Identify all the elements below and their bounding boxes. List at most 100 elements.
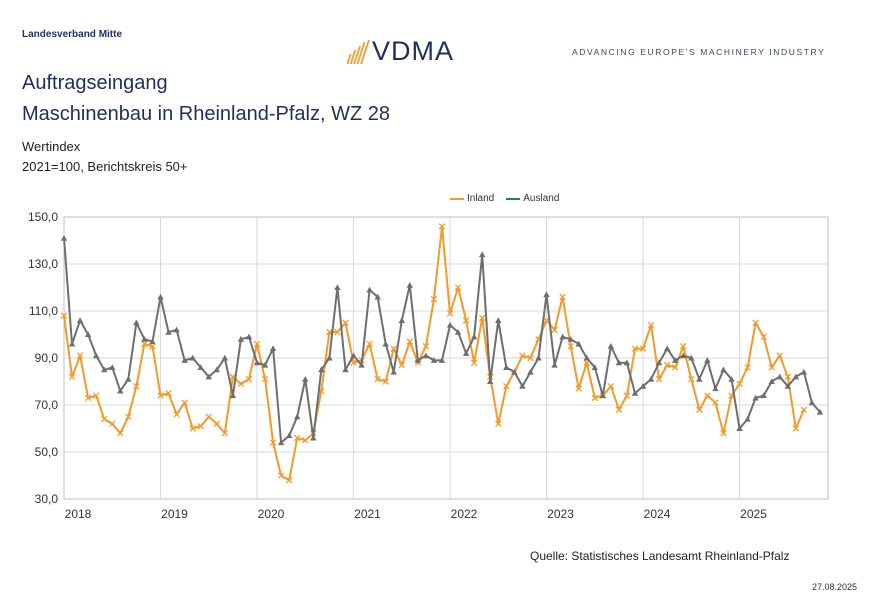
data-point-ausland — [728, 375, 735, 382]
y-tick-label: 110,0 — [29, 304, 58, 318]
data-point-inland — [712, 399, 719, 406]
data-point-ausland — [430, 357, 438, 363]
data-point-inland — [519, 352, 526, 359]
data-point-inland — [720, 429, 727, 437]
data-point-inland — [784, 373, 792, 381]
data-point-ausland — [696, 375, 703, 382]
legend-item-inland: Inland — [450, 193, 494, 204]
data-point-inland — [575, 385, 582, 392]
data-point-ausland — [478, 251, 486, 258]
data-point-ausland — [60, 234, 68, 241]
data-point-ausland — [720, 366, 727, 373]
data-point-inland — [84, 394, 92, 402]
data-point-inland — [422, 342, 430, 350]
data-point-inland — [631, 345, 639, 352]
data-point-ausland — [438, 357, 446, 363]
vdma-logo: VDMA — [346, 36, 454, 67]
data-point-ausland — [454, 328, 462, 335]
data-point-inland — [293, 434, 301, 442]
data-point-inland — [189, 425, 196, 432]
chart-subtitle-line-1: Wertindex — [22, 139, 81, 154]
data-point-ausland — [816, 408, 824, 415]
data-point-ausland — [599, 392, 607, 399]
data-point-inland — [655, 375, 663, 383]
data-point-inland — [776, 352, 784, 359]
data-point-ausland — [382, 340, 389, 347]
data-point-inland — [398, 361, 406, 369]
chart-title-line-1: Auftragseingang — [22, 72, 168, 94]
data-point-inland — [607, 382, 615, 390]
data-point-ausland — [366, 286, 373, 293]
data-point-ausland — [744, 415, 751, 422]
data-point-ausland — [302, 375, 309, 382]
data-point-inland — [446, 310, 454, 317]
data-point-inland — [430, 295, 438, 303]
data-point-ausland — [197, 364, 204, 370]
data-point-inland — [470, 359, 478, 366]
x-tick-label: 2021 — [354, 507, 381, 521]
data-point-ausland — [615, 359, 623, 366]
data-point-ausland — [390, 368, 397, 375]
data-point-ausland — [760, 392, 767, 399]
data-point-inland — [454, 284, 462, 291]
data-point-ausland — [237, 336, 245, 342]
data-point-ausland — [422, 352, 430, 359]
data-point-inland — [615, 406, 623, 413]
x-tick-label: 2019 — [161, 507, 188, 521]
data-point-inland — [478, 314, 486, 322]
data-point-ausland — [109, 364, 116, 370]
data-point-inland — [527, 354, 534, 362]
data-point-inland — [125, 413, 132, 421]
data-point-ausland — [189, 354, 196, 361]
data-point-inland — [503, 382, 510, 390]
data-point-ausland — [639, 383, 647, 389]
data-point-ausland — [672, 357, 679, 363]
data-point-inland — [68, 373, 76, 381]
data-point-ausland — [173, 326, 180, 333]
data-point-ausland — [245, 333, 253, 340]
data-point-inland — [221, 429, 229, 437]
data-point-inland — [438, 223, 446, 230]
x-tick-label: 2023 — [547, 507, 574, 521]
data-point-ausland — [655, 359, 663, 366]
data-point-ausland — [101, 366, 108, 373]
data-point-ausland — [326, 354, 333, 361]
data-point-ausland — [446, 321, 454, 328]
data-point-ausland — [776, 373, 783, 380]
data-point-inland — [374, 375, 381, 383]
data-point-inland — [141, 340, 148, 348]
data-point-inland — [760, 333, 767, 341]
y-tick-label: 50,0 — [35, 445, 59, 459]
data-point-ausland — [318, 366, 325, 373]
x-tick-label: 2024 — [644, 507, 671, 521]
data-point-ausland — [551, 361, 558, 368]
data-point-inland — [752, 319, 759, 327]
data-point-ausland — [76, 317, 84, 323]
data-point-ausland — [527, 368, 534, 375]
data-point-ausland — [535, 354, 542, 361]
data-point-inland — [108, 420, 116, 428]
data-point-ausland — [229, 392, 237, 399]
organization-label: Landesverband Mitte — [22, 29, 123, 40]
data-point-ausland — [221, 354, 229, 361]
data-point-ausland — [462, 350, 470, 356]
data-point-inland — [679, 342, 687, 350]
y-tick-label: 130,0 — [28, 257, 58, 271]
data-point-ausland — [406, 281, 414, 288]
data-point-ausland — [414, 357, 422, 363]
data-point-inland — [213, 420, 221, 428]
data-point-inland — [671, 364, 679, 371]
data-point-ausland — [647, 375, 655, 382]
data-point-inland — [285, 476, 293, 484]
data-point-inland — [173, 411, 180, 418]
data-point-ausland — [511, 368, 518, 375]
x-tick-label: 2018 — [65, 507, 92, 521]
data-point-inland — [800, 406, 808, 413]
data-point-ausland — [92, 352, 100, 359]
y-tick-label: 150,0 — [28, 210, 58, 224]
y-tick-label: 30,0 — [35, 492, 59, 506]
data-point-ausland — [181, 357, 188, 363]
data-point-ausland — [133, 319, 140, 326]
data-point-inland — [366, 340, 373, 348]
